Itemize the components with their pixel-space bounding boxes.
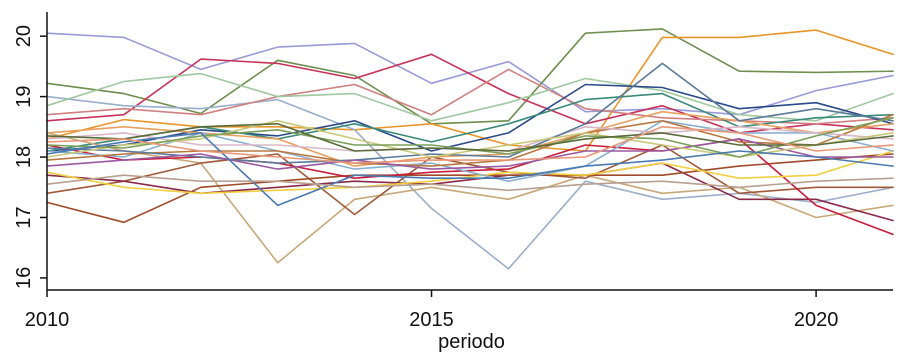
series-line-26 [46, 126, 894, 164]
series-line-5 [46, 95, 894, 270]
y-tick-label: 16 [13, 267, 35, 289]
series-line-14 [46, 138, 894, 236]
series-line-12 [46, 162, 894, 222]
series-line-27 [46, 174, 894, 192]
series-line-20 [46, 62, 894, 164]
y-ticks: 16 17 18 19 20 [13, 25, 47, 289]
x-tick-label: 2020 [794, 309, 839, 331]
x-tick-label: 2015 [409, 309, 454, 331]
series-line-11 [46, 144, 894, 216]
series-line-17 [46, 120, 894, 182]
series-line-7 [46, 72, 894, 122]
series-line-1 [46, 32, 894, 116]
series-line-2 [46, 28, 894, 125]
series-line-13 [46, 153, 894, 224]
series-line-21 [46, 138, 894, 170]
axes-layer [46, 12, 893, 291]
series-line-3 [46, 29, 894, 152]
y-tick-label: 20 [13, 25, 35, 47]
series-line-24 [46, 123, 894, 152]
x-axis-title: periodo [438, 331, 505, 353]
y-tick-label: 18 [13, 146, 35, 168]
y-tick-label: 19 [13, 85, 35, 107]
series-line-15 [46, 150, 894, 195]
series-line-4 [46, 53, 894, 134]
series-layer [46, 28, 894, 270]
y-tick-label: 17 [13, 206, 35, 228]
series-line-25 [46, 132, 894, 207]
x-tick-label: 2010 [25, 309, 70, 331]
x-ticks: 2010 2015 2020 [25, 290, 839, 331]
series-line-22 [46, 120, 894, 158]
series-line-6 [46, 68, 894, 125]
